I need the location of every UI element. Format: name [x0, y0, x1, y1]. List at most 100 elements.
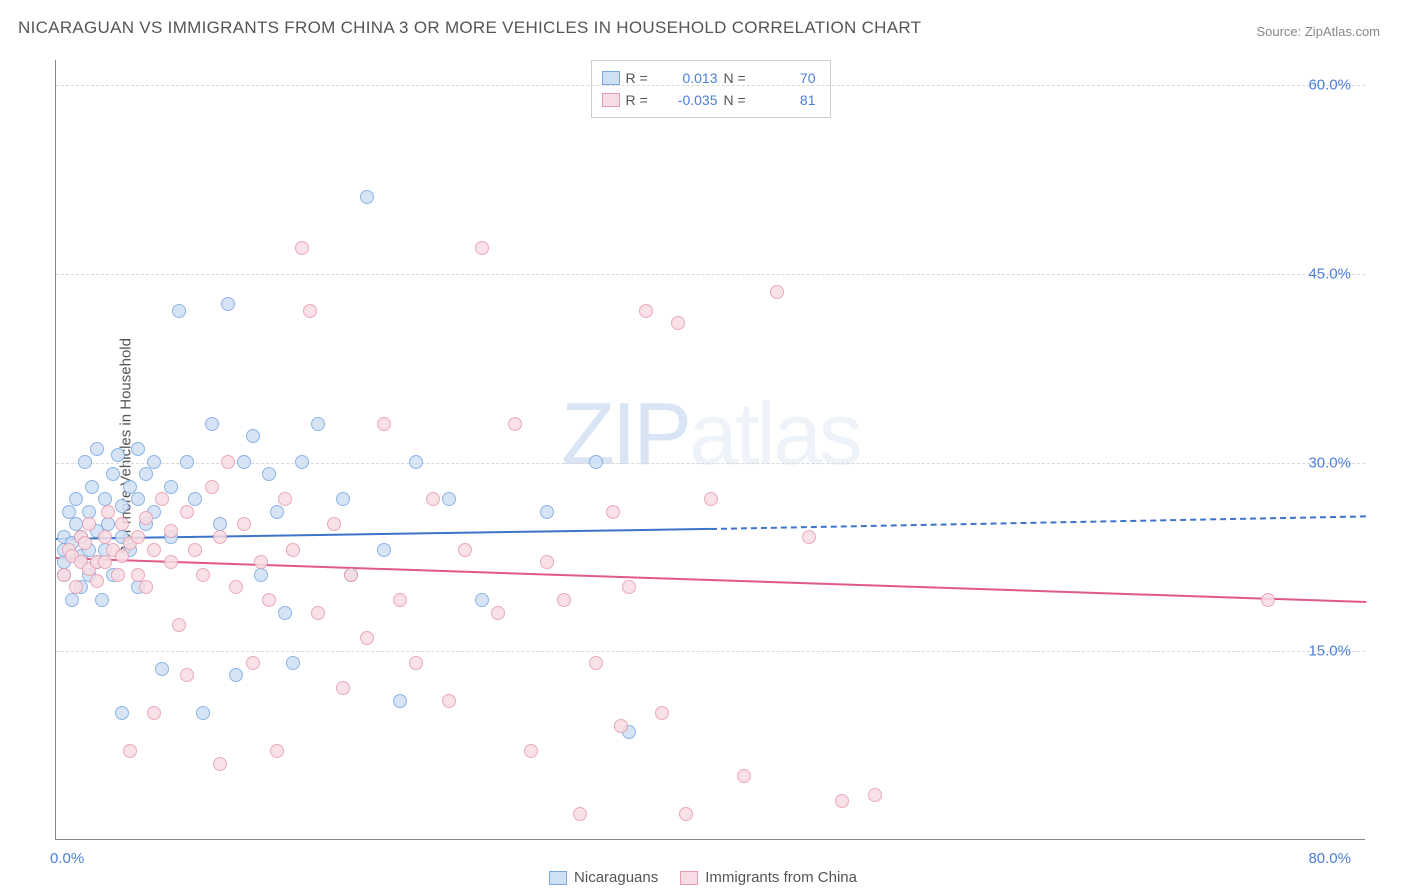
data-point [246, 429, 260, 443]
data-point [69, 492, 83, 506]
data-point [524, 744, 538, 758]
data-point [475, 241, 489, 255]
data-point [278, 606, 292, 620]
chart-title: NICARAGUAN VS IMMIGRANTS FROM CHINA 3 OR… [18, 18, 921, 38]
watermark: ZIPatlas [561, 383, 860, 485]
data-point [147, 543, 161, 557]
data-point [82, 517, 96, 531]
watermark-atlas: atlas [689, 384, 860, 483]
data-point [98, 555, 112, 569]
data-point [131, 530, 145, 544]
swatch-series-0 [549, 871, 567, 885]
data-point [311, 417, 325, 431]
data-point [327, 517, 341, 531]
gridline [56, 274, 1365, 275]
data-point [123, 480, 137, 494]
data-point [393, 593, 407, 607]
data-point [704, 492, 718, 506]
data-point [221, 455, 235, 469]
data-point [213, 757, 227, 771]
data-point [115, 706, 129, 720]
legend-item: Immigrants from China [680, 869, 857, 886]
data-point [229, 580, 243, 594]
data-point [246, 656, 260, 670]
data-point [393, 694, 407, 708]
data-point [221, 297, 235, 311]
data-point [111, 448, 125, 462]
data-point [172, 304, 186, 318]
data-point [115, 549, 129, 563]
data-point [69, 580, 83, 594]
data-point [85, 480, 99, 494]
data-point [155, 662, 169, 676]
data-point [98, 530, 112, 544]
data-point [164, 524, 178, 538]
n-label: N = [724, 92, 752, 108]
data-point [311, 606, 325, 620]
data-point [614, 719, 628, 733]
data-point [835, 794, 849, 808]
data-point [164, 480, 178, 494]
data-point [180, 455, 194, 469]
data-point [164, 555, 178, 569]
data-point [155, 492, 169, 506]
data-point [295, 455, 309, 469]
data-point [229, 668, 243, 682]
trend-line [56, 557, 1366, 603]
data-point [123, 744, 137, 758]
gridline [56, 651, 1365, 652]
legend-label: Nicaraguans [574, 869, 658, 886]
stats-legend-box: R = 0.013 N = 70 R = -0.035 N = 81 [591, 60, 831, 118]
data-point [639, 304, 653, 318]
data-point [442, 694, 456, 708]
data-point [147, 706, 161, 720]
ytick-label: 30.0% [1308, 454, 1351, 471]
data-point [589, 656, 603, 670]
trend-line [56, 528, 711, 540]
data-point [475, 593, 489, 607]
data-point [139, 580, 153, 594]
r-label: R = [626, 92, 654, 108]
ytick-label: 60.0% [1308, 77, 1351, 94]
n-value-1: 81 [758, 92, 816, 108]
data-point [295, 241, 309, 255]
data-point [589, 455, 603, 469]
data-point [606, 505, 620, 519]
data-point [213, 530, 227, 544]
data-point [671, 316, 685, 330]
data-point [557, 593, 571, 607]
data-point [655, 706, 669, 720]
data-point [270, 744, 284, 758]
r-label: R = [626, 70, 654, 86]
data-point [254, 568, 268, 582]
data-point [409, 656, 423, 670]
data-point [101, 505, 115, 519]
bottom-legend: Nicaraguans Immigrants from China [549, 869, 857, 886]
scatter-plot: ZIPatlas R = 0.013 N = 70 R = -0.035 N =… [55, 60, 1365, 840]
data-point [344, 568, 358, 582]
data-point [180, 668, 194, 682]
data-point [540, 505, 554, 519]
data-point [139, 511, 153, 525]
data-point [540, 555, 554, 569]
ytick-label: 45.0% [1308, 265, 1351, 282]
data-point [286, 656, 300, 670]
data-point [770, 285, 784, 299]
data-point [262, 593, 276, 607]
legend-label: Immigrants from China [705, 869, 857, 886]
data-point [377, 417, 391, 431]
data-point [491, 606, 505, 620]
data-point [147, 455, 161, 469]
data-point [115, 517, 129, 531]
data-point [237, 517, 251, 531]
data-point [196, 568, 210, 582]
data-point [237, 455, 251, 469]
data-point [270, 505, 284, 519]
data-point [131, 492, 145, 506]
stats-row: R = -0.035 N = 81 [602, 89, 816, 111]
data-point [139, 467, 153, 481]
data-point [78, 455, 92, 469]
xtick-label: 0.0% [50, 850, 84, 867]
data-point [65, 593, 79, 607]
ytick-label: 15.0% [1308, 643, 1351, 660]
